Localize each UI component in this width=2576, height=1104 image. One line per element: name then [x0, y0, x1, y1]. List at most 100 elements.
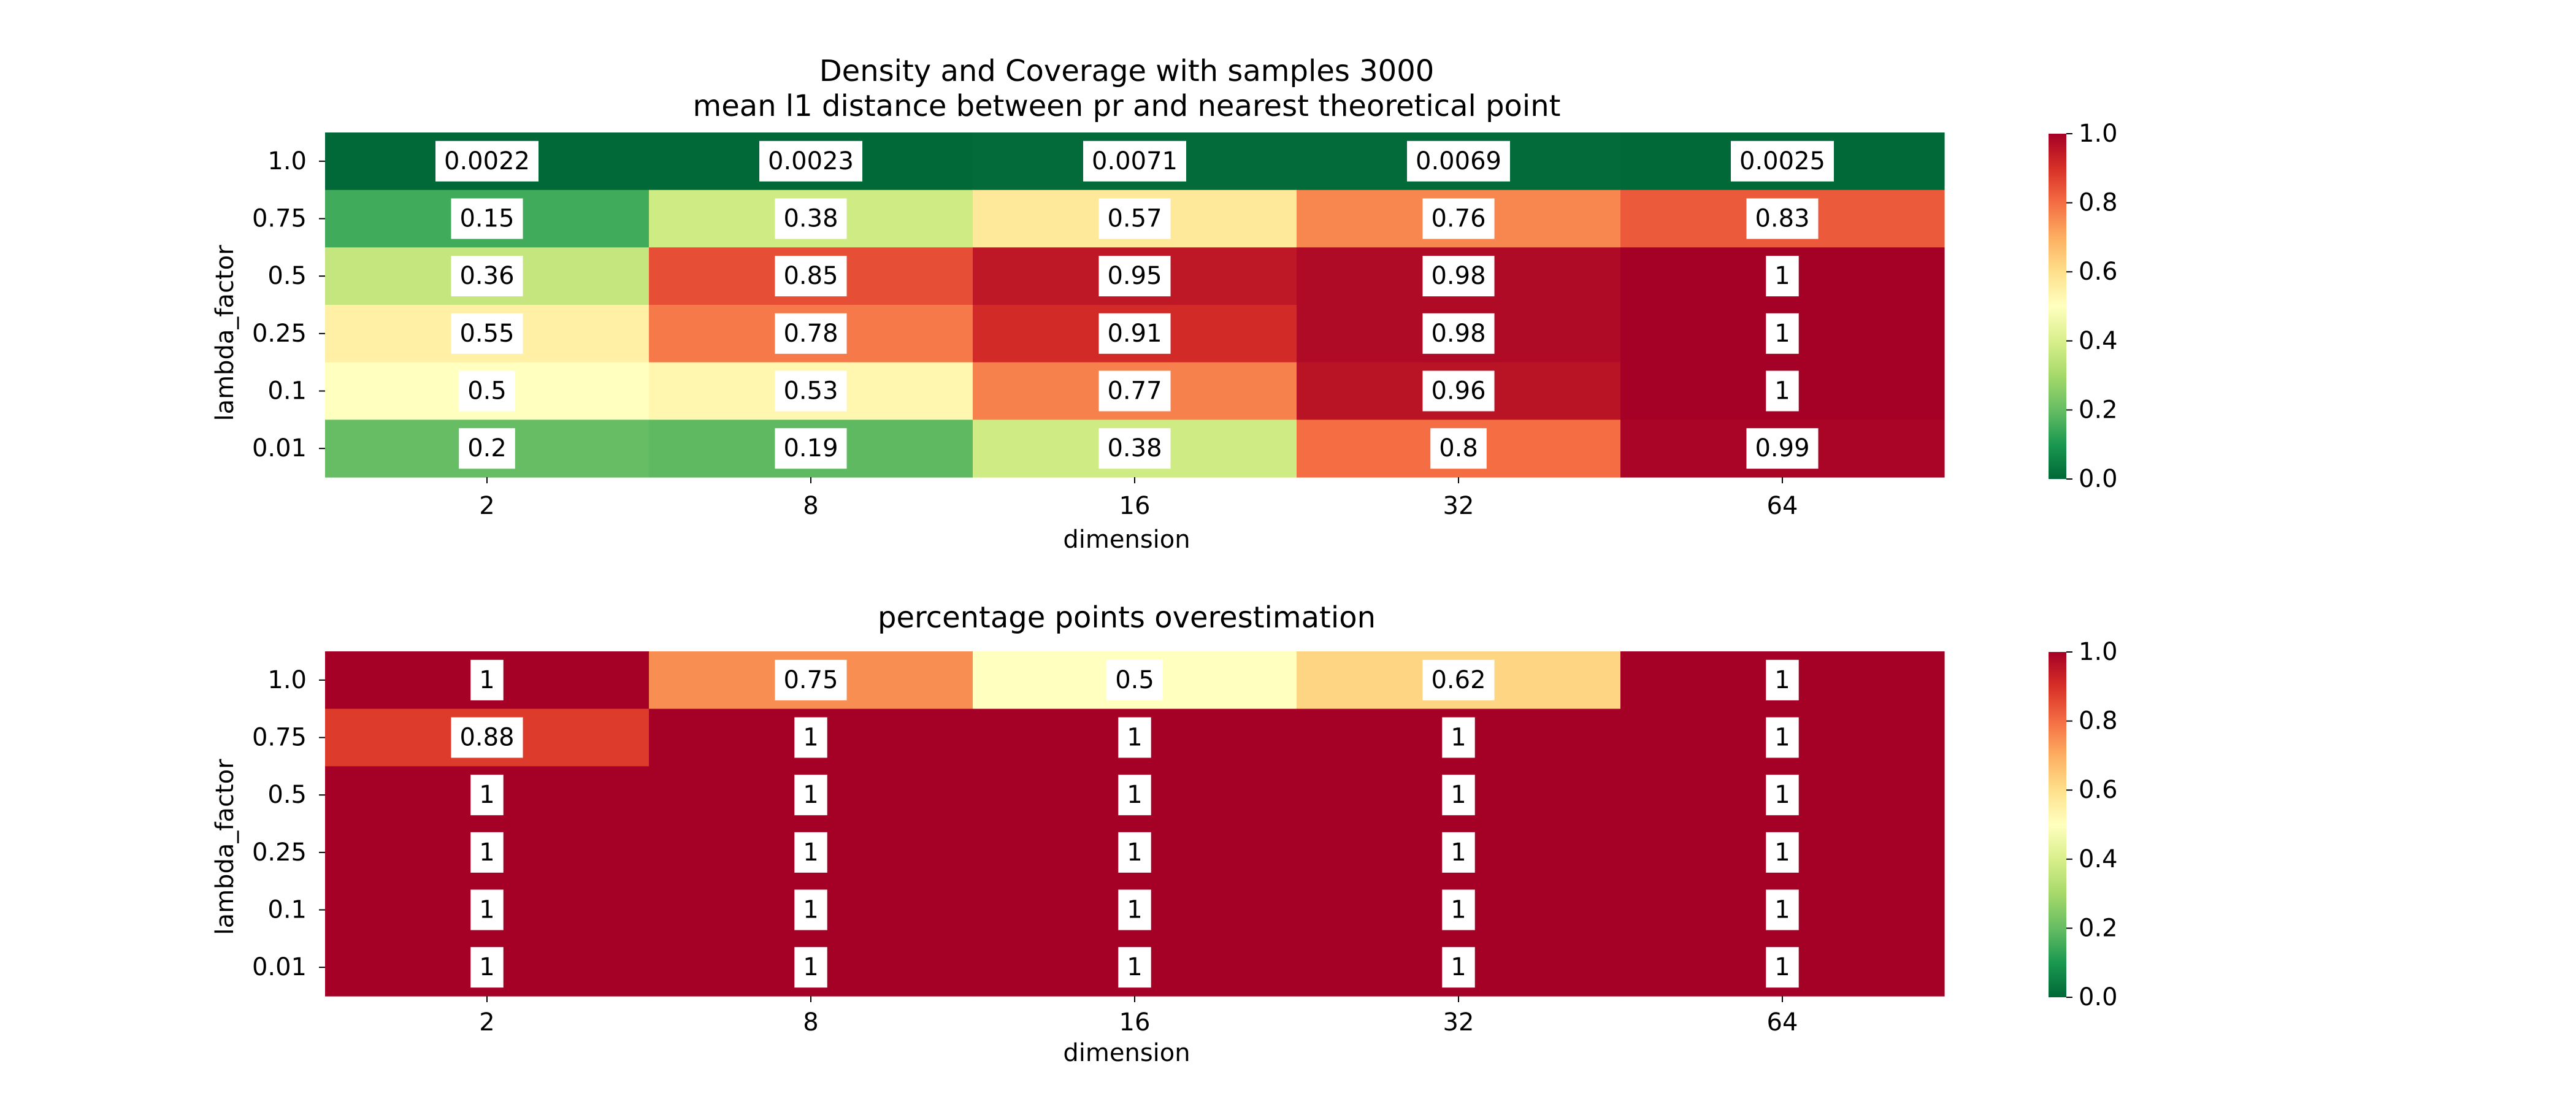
chart-subtitle: mean l1 distance between pr and nearest … [693, 89, 1561, 123]
cell-label-box [759, 140, 862, 182]
cell-value: 1 [1774, 377, 1790, 405]
cell-label: 0.91 [1098, 313, 1171, 354]
cell-label: 1 [1442, 832, 1475, 873]
cell-label: 1 [794, 889, 827, 930]
cell-label: 0.57 [1098, 198, 1171, 239]
cell-value: 1 [1127, 896, 1142, 924]
cell-label: 1 [470, 659, 504, 700]
cell-label-box [470, 832, 504, 873]
colorbar-tick-label: 0.0 [2079, 465, 2118, 493]
colorbar-tick-label: 0.8 [2079, 189, 2118, 217]
y-tick-label: 0.75 [252, 724, 307, 752]
cell-value: 1 [479, 781, 494, 809]
cell-value: 1 [803, 953, 818, 981]
cell-label: 0.0069 [1407, 140, 1510, 182]
cell-label-box [775, 428, 847, 469]
cell-value: 0.98 [1431, 262, 1485, 290]
cell-label: 0.96 [1422, 370, 1495, 412]
cell-label-box [435, 140, 539, 182]
cell-label-box [1098, 370, 1171, 412]
chart-title: Density and Coverage with samples 3000 [819, 54, 1435, 88]
cell-label-box [1422, 313, 1495, 354]
cell-value: 1 [1127, 953, 1142, 981]
x-tick-label: 32 [1443, 492, 1474, 520]
cell-value: 0.57 [1107, 205, 1162, 233]
x-tick-label: 64 [1767, 1008, 1798, 1037]
cell-label: 0.88 [451, 717, 523, 758]
cell-value: 0.2 [467, 434, 507, 462]
cell-value: 0.75 [783, 666, 838, 694]
cell-value: 0.76 [1431, 205, 1485, 233]
cell-value: 1 [1774, 666, 1790, 694]
cell-value: 1 [1451, 953, 1466, 981]
cell-label-box [1442, 832, 1475, 873]
colorbar-tick-label: 0.4 [2079, 327, 2118, 355]
cell-annotations: 0.0022 0.0023 0.0071 0.0069 0.0025 0.15 0.38 0.… [435, 140, 1834, 469]
cell-label-box [1430, 428, 1487, 469]
cell-label-box [1766, 313, 1799, 354]
colorbar-tick-label: 0.2 [2079, 914, 2118, 942]
cell-value: 1 [479, 896, 494, 924]
cell-label-box [1106, 659, 1163, 700]
y-tick-label: 0.75 [252, 205, 307, 233]
cell-label: 0.0023 [759, 140, 862, 182]
cell-value: 1 [479, 838, 494, 867]
colorbar-tick-label: 1.0 [2079, 638, 2118, 666]
cell-label: 0.77 [1098, 370, 1171, 412]
cell-label: 1 [1766, 659, 1799, 700]
colorbar: 0.0 0.2 0.4 0.6 0.8 1.0 [2049, 638, 2118, 1011]
cell-label: 1 [1766, 889, 1799, 930]
x-axis-ticks: 2 8 16 32 64 [479, 996, 1798, 1037]
cell-value: 0.53 [783, 377, 838, 405]
cell-label-box [775, 659, 847, 700]
cell-value: 1 [1451, 781, 1466, 809]
cell-label-box [775, 256, 847, 297]
cell-value: 1 [479, 666, 494, 694]
cell-label-box [1118, 775, 1151, 816]
cell-label-box [1422, 256, 1495, 297]
cell-value: 1 [803, 838, 818, 867]
cell-label: 1 [1442, 775, 1475, 816]
cell-label: 1 [1442, 717, 1475, 758]
cell-label: 0.38 [1098, 428, 1171, 469]
cell-label-box [459, 370, 515, 412]
cell-label-box [1098, 428, 1171, 469]
cell-label: 0.98 [1422, 313, 1495, 354]
cell-label: 0.99 [1746, 428, 1819, 469]
cell-label-box [1766, 947, 1799, 988]
cell-label: 0.98 [1422, 256, 1495, 297]
cell-label-box [1422, 370, 1495, 412]
colorbar: 0.0 0.2 0.4 0.6 0.8 1.0 [2049, 120, 2118, 493]
cell-value: 0.5 [1115, 666, 1154, 694]
y-tick-label: 1.0 [267, 666, 307, 694]
x-tick-label: 8 [803, 1008, 818, 1037]
y-tick-label: 0.25 [252, 838, 307, 867]
cell-label: 1 [1118, 947, 1151, 988]
cell-value: 0.38 [783, 205, 838, 233]
cell-label-box [1442, 947, 1475, 988]
cell-label: 0.2 [459, 428, 515, 469]
cell-label: 1 [1442, 889, 1475, 930]
colorbar-gradient [2049, 134, 2066, 479]
cell-value: 0.0022 [444, 147, 530, 175]
cell-label-box [794, 832, 827, 873]
cell-label-box [1407, 140, 1510, 182]
cell-value: 0.8 [1439, 434, 1478, 462]
cell-value: 0.0071 [1092, 147, 1178, 175]
cell-value: 1 [1451, 896, 1466, 924]
cell-label-box [1442, 775, 1475, 816]
cell-label: 1 [794, 947, 827, 988]
cell-label: 1 [1766, 832, 1799, 873]
cell-value: 0.83 [1755, 205, 1809, 233]
cell-value: 1 [1774, 896, 1790, 924]
cell-value: 0.98 [1431, 320, 1485, 348]
cell-value: 0.95 [1107, 262, 1162, 290]
cell-label-box [1766, 370, 1799, 412]
cell-label-box [451, 198, 523, 239]
cell-label: 1 [794, 832, 827, 873]
cell-label-box [1442, 889, 1475, 930]
cell-label: 1 [470, 889, 504, 930]
x-tick-label: 16 [1119, 492, 1151, 520]
panel-density-coverage: Density and Coverage with samples 3000 m… [211, 54, 2118, 554]
cell-label: 1 [1766, 717, 1799, 758]
